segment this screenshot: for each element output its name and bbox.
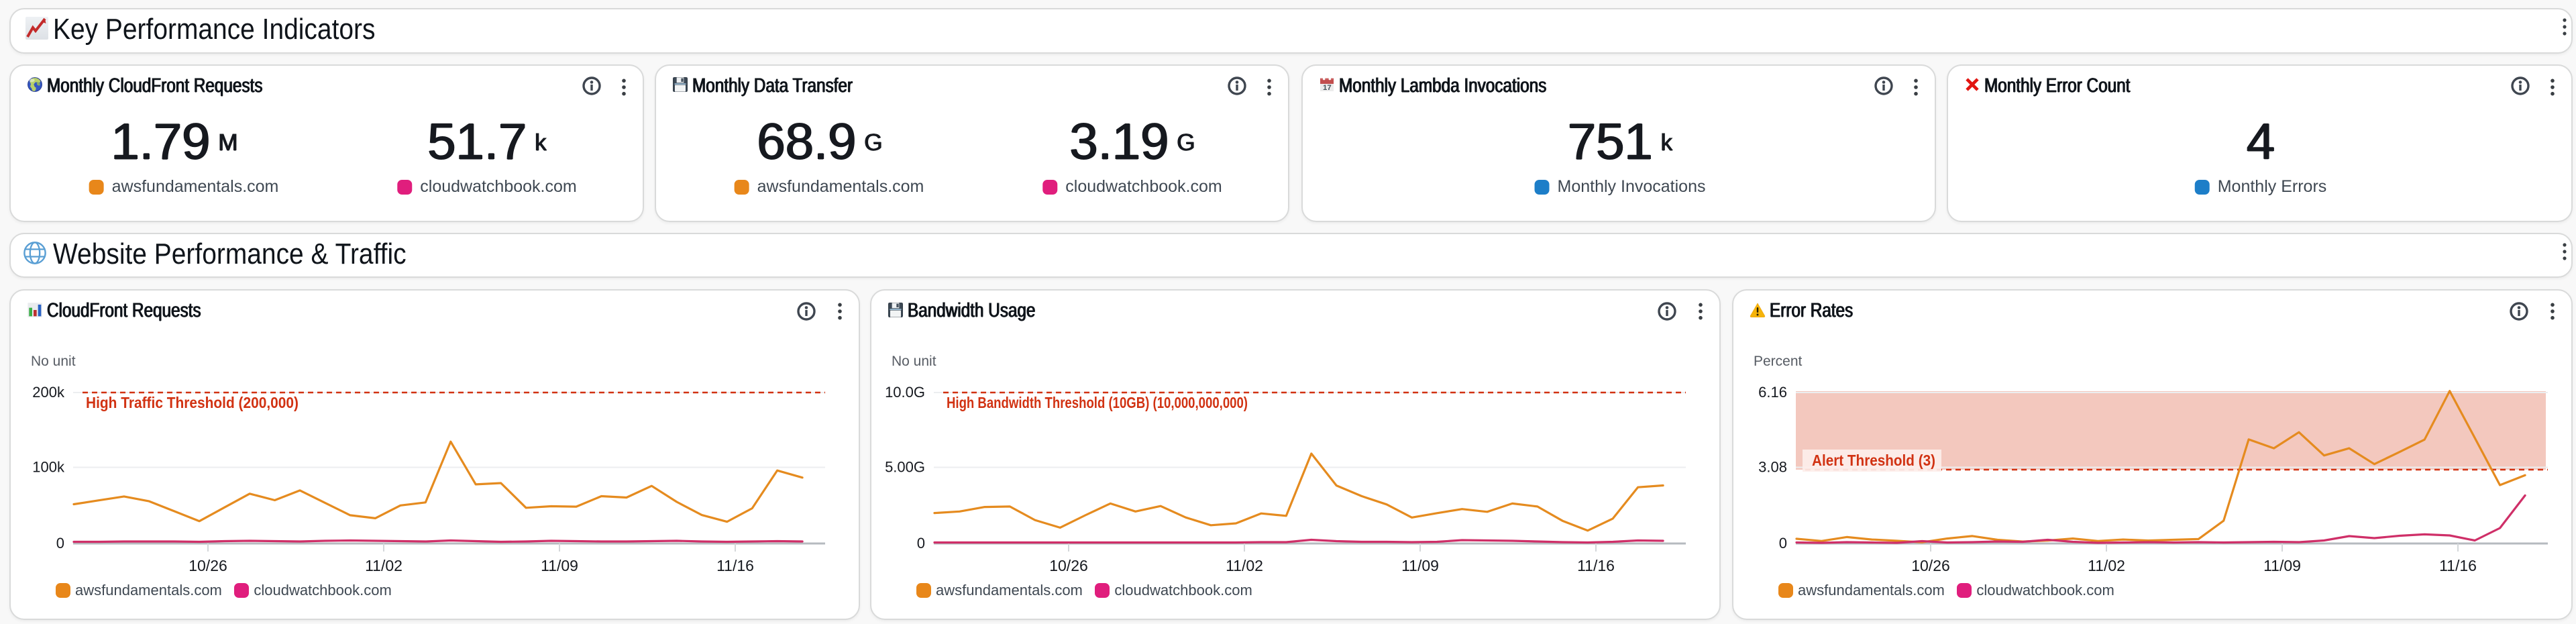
svg-text:11/09: 11/09 bbox=[541, 557, 578, 574]
svg-text:100k: 100k bbox=[32, 459, 65, 476]
svg-text:11/02: 11/02 bbox=[365, 557, 402, 574]
svg-text:No unit: No unit bbox=[31, 354, 76, 369]
svg-text:11/09: 11/09 bbox=[1401, 557, 1439, 574]
svg-text:3.08: 3.08 bbox=[1758, 459, 1787, 476]
svg-text:5.00G: 5.00G bbox=[885, 459, 925, 476]
svg-text:Percent: Percent bbox=[1754, 354, 1803, 369]
svg-text:11/16: 11/16 bbox=[2439, 557, 2477, 574]
svg-text:Alert Threshold (3): Alert Threshold (3) bbox=[1812, 452, 1935, 469]
svg-text:11/02: 11/02 bbox=[2088, 557, 2125, 574]
svg-text:0: 0 bbox=[56, 535, 64, 552]
svg-text:10/26: 10/26 bbox=[189, 557, 227, 574]
svg-text:10.0G: 10.0G bbox=[885, 384, 925, 401]
svg-text:10/26: 10/26 bbox=[1911, 557, 1950, 574]
svg-text:High Traffic Threshold (200,00: High Traffic Threshold (200,000) bbox=[86, 394, 299, 411]
svg-text:10/26: 10/26 bbox=[1049, 557, 1088, 574]
svg-text:17: 17 bbox=[1323, 84, 1332, 92]
svg-text:High Bandwidth Threshold (10GB: High Bandwidth Threshold (10GB) (10,000,… bbox=[947, 394, 1248, 411]
svg-text:0: 0 bbox=[1779, 535, 1787, 552]
svg-text:11/09: 11/09 bbox=[2263, 557, 2301, 574]
svg-text:11/16: 11/16 bbox=[716, 557, 754, 574]
svg-text:11/02: 11/02 bbox=[1226, 557, 1263, 574]
svg-text:11/16: 11/16 bbox=[1577, 557, 1615, 574]
svg-text:No unit: No unit bbox=[892, 354, 936, 369]
svg-text:0: 0 bbox=[917, 535, 925, 552]
svg-text:200k: 200k bbox=[32, 384, 65, 401]
svg-text:6.16: 6.16 bbox=[1758, 384, 1787, 401]
